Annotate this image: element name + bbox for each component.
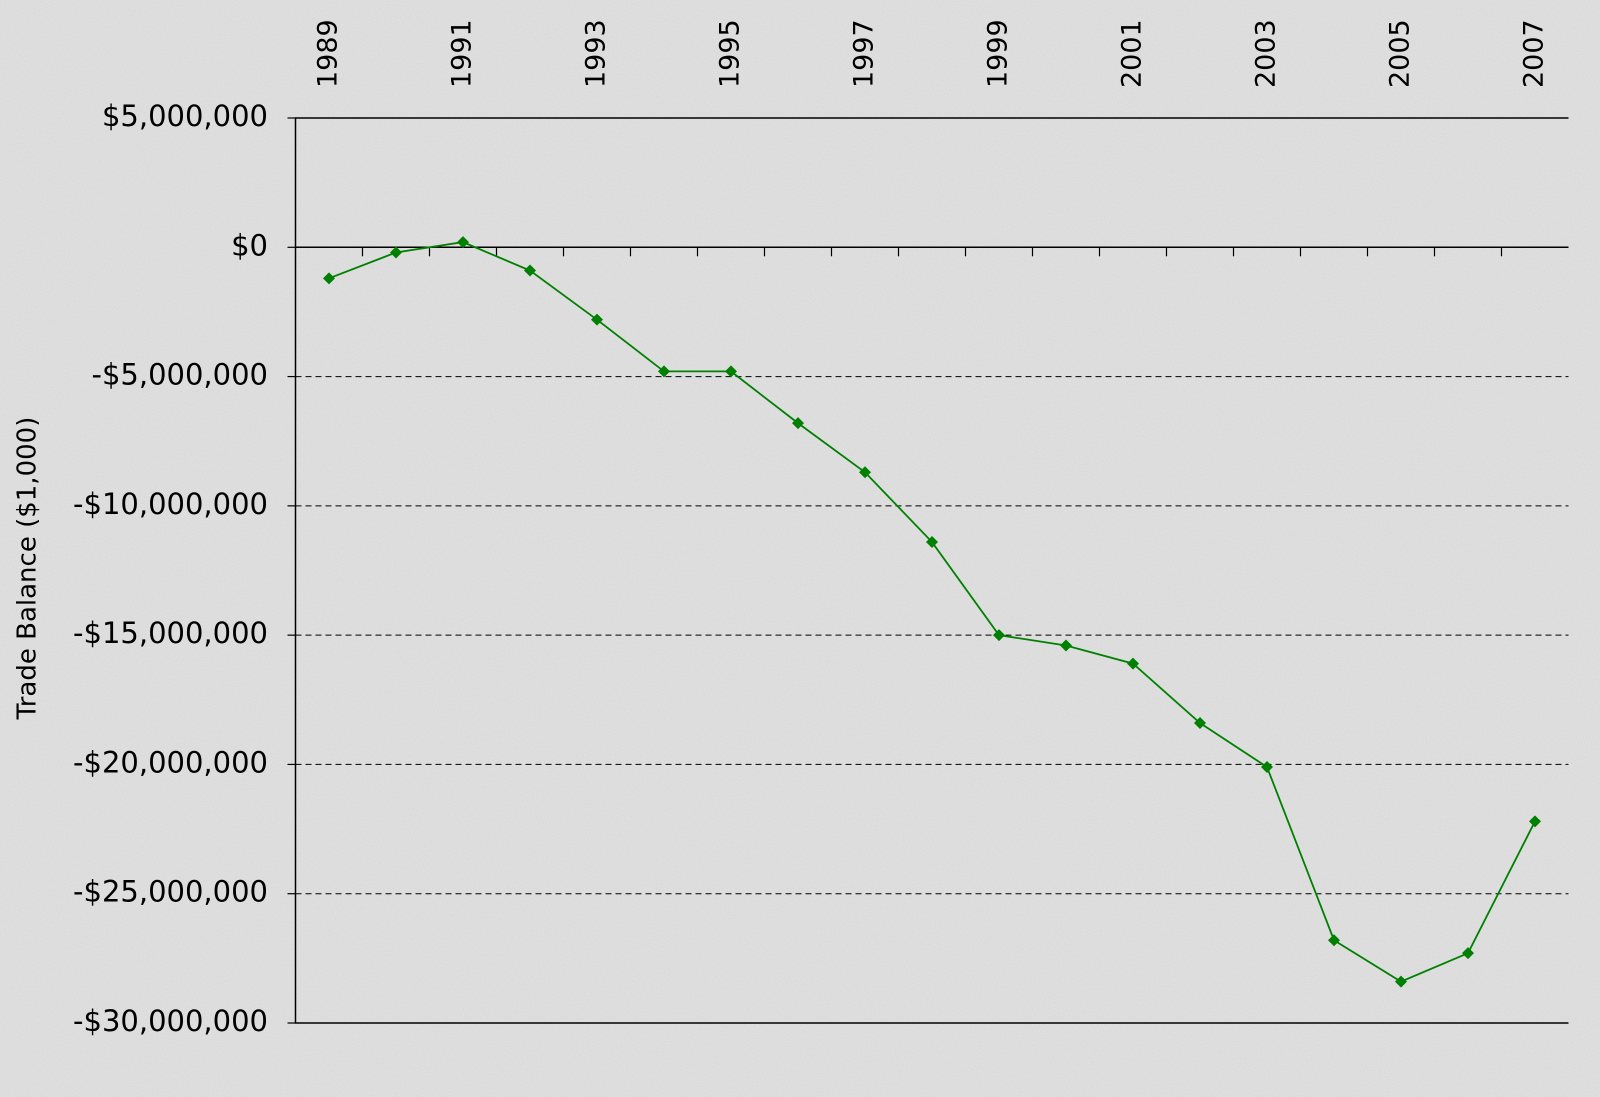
data-marker xyxy=(1261,761,1273,774)
x-tick-label: 1993 xyxy=(581,19,612,88)
data-marker xyxy=(859,466,871,479)
x-tick-label: 1997 xyxy=(849,19,880,88)
x-tick-label: 2001 xyxy=(1117,19,1148,88)
y-tick-label: -$10,000,000 xyxy=(73,487,268,521)
data-marker xyxy=(1529,815,1541,828)
x-tick-label: 1989 xyxy=(313,19,344,88)
data-marker xyxy=(993,629,1005,642)
data-marker xyxy=(1127,657,1139,670)
y-tick-label: -$15,000,000 xyxy=(73,616,268,650)
data-marker xyxy=(926,536,938,549)
y-tick-label: -$20,000,000 xyxy=(73,745,268,779)
x-tick-label: 2007 xyxy=(1519,19,1550,88)
data-marker xyxy=(1328,934,1340,947)
data-marker xyxy=(390,246,402,259)
y-tick-label: -$30,000,000 xyxy=(73,1004,268,1038)
x-tick-label: 2005 xyxy=(1385,19,1416,88)
data-marker xyxy=(658,365,670,378)
y-tick-label: -$5,000,000 xyxy=(91,358,268,392)
data-marker xyxy=(792,417,804,430)
data-marker xyxy=(1194,717,1206,730)
data-marker xyxy=(1060,639,1072,652)
y-tick-label: -$25,000,000 xyxy=(73,875,268,909)
data-marker xyxy=(1395,975,1407,988)
data-marker xyxy=(1462,947,1474,960)
data-marker xyxy=(725,365,737,378)
y-tick-label: $5,000,000 xyxy=(102,99,268,133)
data-marker xyxy=(457,236,469,249)
data-marker xyxy=(323,272,335,285)
x-tick-label: 2003 xyxy=(1251,19,1282,88)
x-tick-label: 1999 xyxy=(983,19,1014,88)
x-tick-label: 1995 xyxy=(715,19,746,88)
y-axis-title: Trade Balance ($1,000) xyxy=(13,417,43,721)
data-marker xyxy=(524,264,536,277)
y-tick-label: $0 xyxy=(231,228,268,262)
plot-frame xyxy=(294,117,1569,1024)
x-tick-label: 1991 xyxy=(447,19,478,88)
data-marker xyxy=(591,313,603,326)
